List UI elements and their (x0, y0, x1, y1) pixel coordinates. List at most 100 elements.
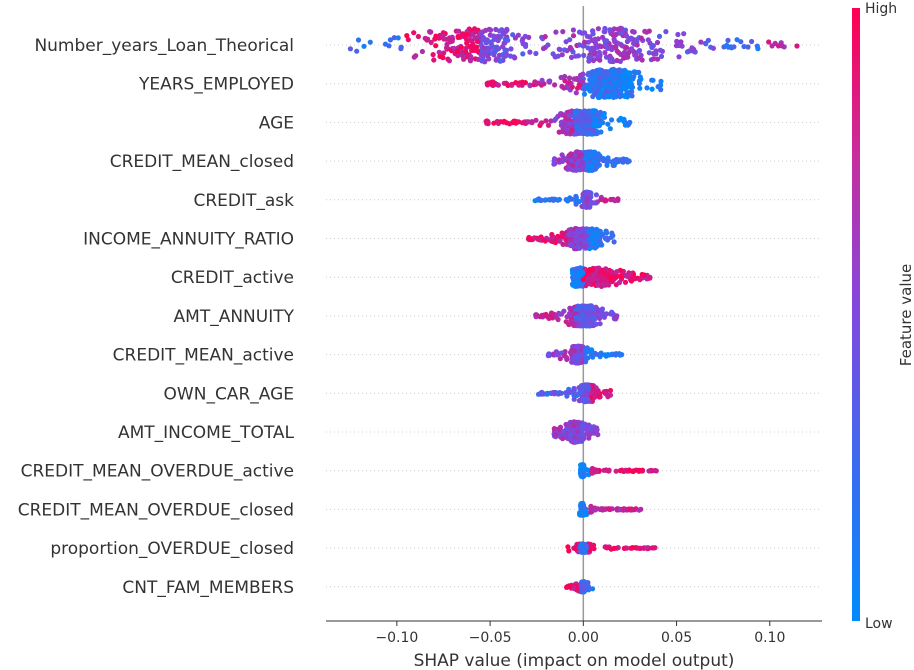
shap-dot (441, 50, 447, 56)
shap-dot (592, 91, 598, 97)
shap-dot (419, 48, 425, 55)
shap-dot (604, 162, 610, 168)
shap-dot (632, 69, 638, 75)
feature-label: AMT_ANNUITY (174, 307, 295, 327)
shap-dot (703, 41, 709, 47)
shap-dot (649, 86, 655, 92)
shap-dot (519, 120, 526, 126)
shap-dot (572, 391, 578, 397)
shap-dot (547, 78, 553, 84)
shap-dot (496, 46, 502, 52)
shap-dot (583, 356, 589, 362)
shap-dot (609, 85, 616, 91)
shap-dot (564, 130, 570, 136)
shap-dot (568, 435, 574, 441)
shap-dot (582, 116, 588, 122)
shap-dot (636, 468, 642, 474)
shap-dot (626, 71, 632, 77)
shap-dot (527, 49, 533, 55)
shap-dot (636, 507, 642, 513)
shap-dot (576, 315, 582, 321)
shap-dot (588, 163, 594, 169)
shap-dot (464, 54, 471, 60)
shap-dot (636, 69, 642, 75)
shap-dot (478, 30, 484, 36)
shap-dot (658, 78, 664, 84)
shap-dot (573, 118, 579, 124)
feature-row-dots (551, 419, 601, 445)
shap-dot (563, 39, 569, 45)
shap-dot (600, 70, 606, 76)
shap-dot (432, 36, 438, 42)
shap-dot (567, 583, 573, 589)
shap-dot (562, 78, 568, 84)
feature-row-dots (545, 343, 625, 366)
shap-dot (675, 31, 681, 38)
shap-dot (585, 190, 591, 196)
x-tick-label: 0.10 (754, 630, 785, 646)
feature-label: OWN_CAR_AGE (164, 384, 294, 404)
shap-dot (501, 118, 507, 124)
shap-dot (596, 67, 602, 73)
shap-dot (560, 428, 566, 434)
shap-dot (568, 54, 575, 61)
feature-row-dots (569, 265, 653, 289)
shap-dot (597, 109, 604, 115)
shap-dot (584, 427, 590, 433)
shap-dot (602, 84, 608, 90)
shap-dot (598, 196, 604, 203)
shap-dot (605, 93, 611, 99)
shap-dot (734, 37, 740, 43)
shap-dot (558, 122, 565, 128)
shap-dot (681, 31, 687, 37)
shap-dot (597, 117, 603, 123)
shap-dot (580, 277, 586, 283)
shap-dot (552, 432, 558, 438)
shap-dot (430, 52, 436, 58)
shap-dot (613, 274, 619, 280)
feature-label: CNT_FAM_MEMBERS (122, 578, 294, 598)
shap-dot (678, 39, 684, 45)
shap-dot (658, 53, 665, 60)
shap-dot (578, 436, 585, 442)
shap-dot (538, 197, 544, 203)
shap-dot (576, 244, 582, 250)
shap-dot (361, 43, 367, 49)
shap-dot (568, 230, 574, 236)
shap-dot (554, 352, 560, 358)
shap-dot (598, 82, 604, 88)
shap-dot (395, 35, 401, 41)
shap-dot (570, 49, 576, 55)
shap-dot (646, 28, 652, 34)
shap-dot (630, 28, 636, 35)
feature-label: AMT_INCOME_TOTAL (118, 423, 295, 443)
shap-dot (580, 504, 586, 510)
shap-dot (573, 90, 579, 96)
shap-dot (635, 55, 642, 61)
shap-dot (580, 163, 586, 169)
shap-dot (614, 57, 620, 64)
shap-dot (528, 236, 534, 242)
shap-dot (551, 161, 557, 167)
shap-dot (543, 118, 549, 124)
shap-dot (601, 75, 608, 81)
shap-dot (481, 45, 487, 51)
shap-dot (583, 233, 589, 239)
shap-dot (607, 387, 614, 394)
shap-dot (592, 231, 598, 237)
shap-dot (583, 543, 589, 549)
shap-dot (449, 36, 456, 42)
shap-dot (486, 56, 492, 62)
shap-dot (614, 269, 620, 275)
shap-dot (590, 31, 596, 37)
shap-dot (576, 82, 582, 88)
shap-dot (479, 58, 485, 64)
shap-dot (637, 74, 643, 80)
shap-dot (578, 468, 585, 474)
shap-dot (617, 352, 623, 358)
shap-dot (519, 79, 525, 85)
shap-dot (561, 47, 568, 53)
feature-row-dots (577, 500, 644, 518)
shap-dot (584, 396, 591, 402)
